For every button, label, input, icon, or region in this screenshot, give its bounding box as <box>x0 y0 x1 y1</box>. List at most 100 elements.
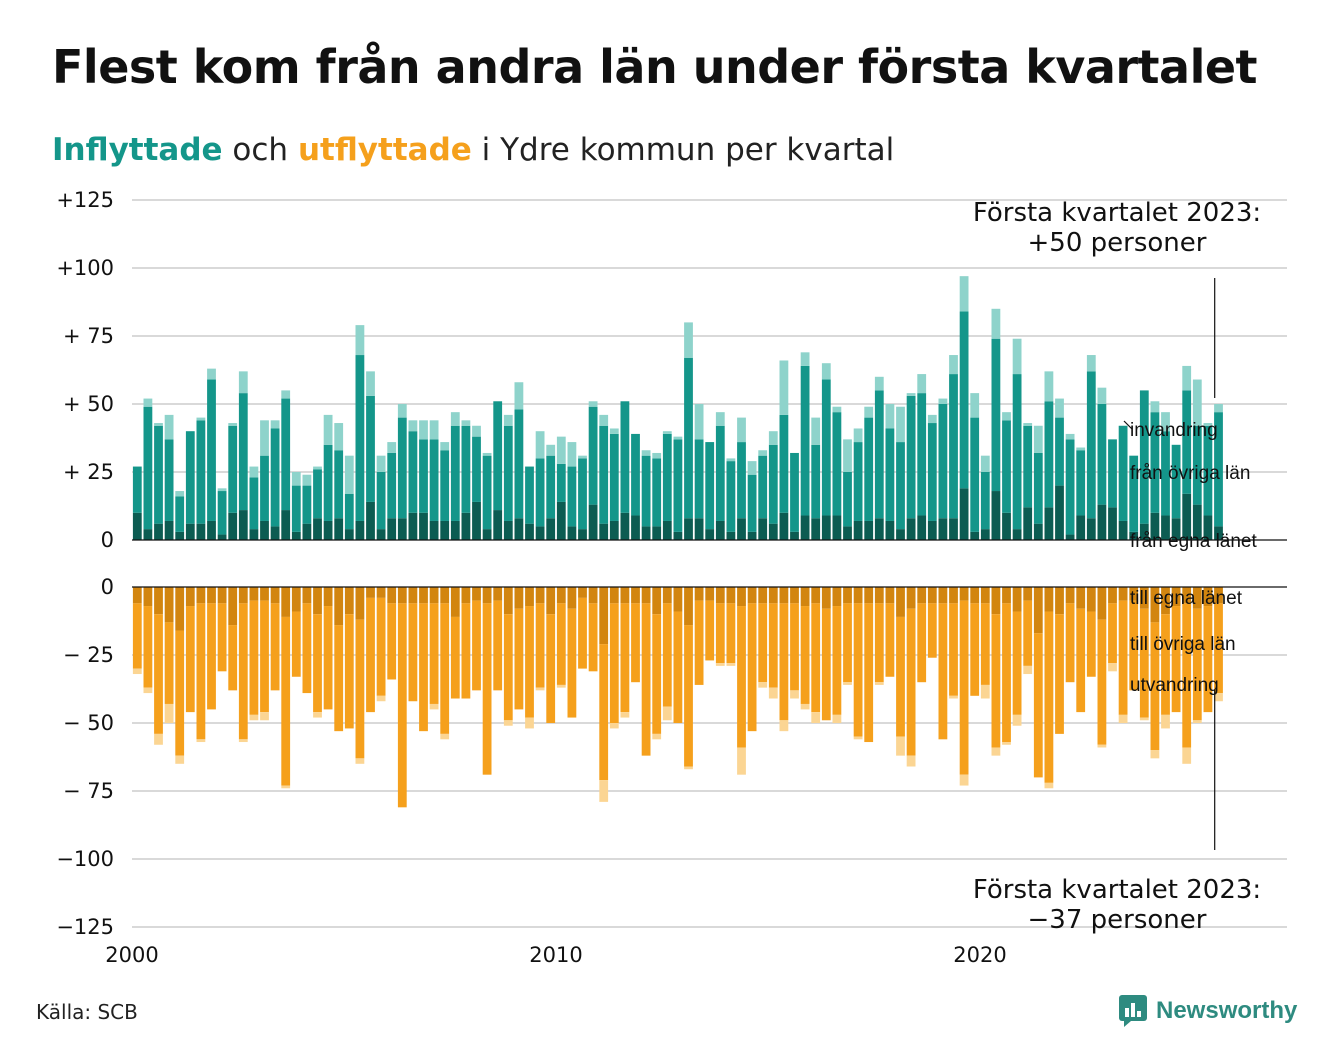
bar-in-other-counties <box>291 485 301 532</box>
bar-out-other-counties <box>1023 600 1033 666</box>
series-label-out: utvandring <box>1130 675 1219 696</box>
bar-in-own-county <box>366 501 375 540</box>
bar-in-own-county <box>1203 515 1213 540</box>
bar-in-own-county <box>588 504 598 540</box>
bar-in-immigration <box>779 360 789 415</box>
bar-in-other-counties <box>631 433 640 516</box>
bar-out-own-county <box>472 587 481 601</box>
bar-out-emigration <box>355 758 365 764</box>
bar-in-other-counties <box>970 417 980 532</box>
y-tick-label-top: 0 <box>101 528 114 552</box>
bar-out-emigration <box>1002 742 1011 745</box>
bar-in-other-counties <box>175 496 185 532</box>
bar-in-immigration <box>1161 412 1170 432</box>
bar-out-emigration <box>737 747 746 775</box>
bar-in-immigration <box>387 442 397 453</box>
bar-out-other-counties <box>906 608 916 756</box>
bar-in-other-counties <box>440 450 450 521</box>
bar-out-emigration <box>620 712 630 718</box>
bar-in-own-county <box>758 518 768 540</box>
bar-in-immigration <box>164 414 174 440</box>
bar-out-own-county <box>715 587 725 604</box>
bar-out-own-county <box>143 587 153 607</box>
bar-in-own-county <box>874 518 884 540</box>
bar-in-immigration <box>270 420 280 429</box>
bar-in-other-counties <box>726 461 736 532</box>
bar-in-immigration <box>355 325 365 356</box>
bar-in-other-counties <box>843 472 852 527</box>
bar-out-other-counties <box>302 603 312 694</box>
bar-in-immigration <box>694 404 704 440</box>
bar-in-own-county <box>684 518 693 540</box>
bar-out-other-counties <box>874 603 884 683</box>
bar-out-own-county <box>949 587 958 604</box>
bar-in-other-counties <box>1033 452 1043 524</box>
bar-out-own-county <box>207 587 216 604</box>
bar-out-emigration <box>525 717 534 729</box>
bar-out-own-county <box>525 587 534 607</box>
bar-in-other-counties <box>662 433 672 521</box>
bar-in-immigration <box>853 428 863 443</box>
bar-in-immigration <box>959 276 969 312</box>
bar-out-other-counties <box>419 603 428 732</box>
bar-in-other-counties <box>334 450 344 519</box>
bar-in-own-county <box>238 510 248 540</box>
bar-in-other-counties <box>525 466 534 524</box>
bar-in-own-county <box>949 518 958 540</box>
bar-out-emigration <box>1150 750 1160 759</box>
bar-out-other-counties <box>1065 603 1075 683</box>
bar-in-other-counties <box>1182 390 1192 494</box>
bar-in-immigration <box>991 308 1001 339</box>
bar-out-emigration <box>599 780 609 802</box>
bar-out-emigration <box>132 668 142 675</box>
bar-in-own-county <box>408 512 418 540</box>
bar-in-own-county <box>896 529 905 540</box>
bar-out-other-counties <box>1076 608 1086 713</box>
y-tick-label-bottom: 0 <box>101 575 114 599</box>
bar-in-other-counties <box>1171 444 1181 519</box>
bar-out-other-counties <box>620 603 630 713</box>
bar-in-immigration <box>260 420 269 456</box>
bar-out-own-county <box>175 587 185 631</box>
bar-in-other-counties <box>800 365 810 516</box>
bar-out-own-county <box>959 587 969 601</box>
bar-in-other-counties <box>980 472 990 530</box>
chart-subtitle: Inflyttade och utflyttade i Ydre kommun … <box>52 132 894 168</box>
bar-in-own-county <box>652 526 662 540</box>
bar-in-own-county <box>885 520 895 540</box>
bar-in-own-county <box>387 518 397 540</box>
bar-in-immigration <box>196 417 206 421</box>
bar-in-other-counties <box>1055 417 1064 486</box>
bar-in-own-county <box>694 518 704 540</box>
bar-in-own-county <box>800 515 810 540</box>
bar-out-emigration <box>1012 714 1022 726</box>
bar-out-other-counties <box>991 614 1001 748</box>
bar-out-other-counties <box>408 603 418 702</box>
bar-out-other-counties <box>970 603 980 696</box>
bar-out-emigration <box>980 684 990 699</box>
bar-out-emigration <box>715 663 725 666</box>
bar-out-other-counties <box>1203 606 1213 713</box>
bar-out-own-county <box>620 587 630 604</box>
bar-out-other-counties <box>482 603 492 775</box>
bar-out-emigration <box>758 682 768 688</box>
bar-out-other-counties <box>662 603 672 707</box>
bar-in-other-counties <box>185 431 195 524</box>
bar-in-immigration <box>599 414 609 426</box>
bar-out-emigration <box>896 736 905 756</box>
bar-in-other-counties <box>164 439 174 521</box>
bar-in-own-county <box>503 520 513 540</box>
bar-in-other-counties <box>758 455 768 519</box>
bar-out-other-counties <box>1171 606 1181 713</box>
bar-out-emigration <box>1139 717 1149 721</box>
bar-in-own-county <box>132 512 142 540</box>
bar-out-other-counties <box>1118 600 1128 715</box>
bar-in-own-county <box>291 531 301 540</box>
bar-out-emigration <box>376 695 386 702</box>
bar-in-other-counties <box>503 425 513 521</box>
bar-out-other-counties <box>811 603 821 713</box>
bar-in-immigration <box>896 406 905 443</box>
bar-in-immigration <box>970 393 980 418</box>
bar-in-own-county <box>1065 534 1075 540</box>
bar-out-emigration <box>726 663 736 666</box>
